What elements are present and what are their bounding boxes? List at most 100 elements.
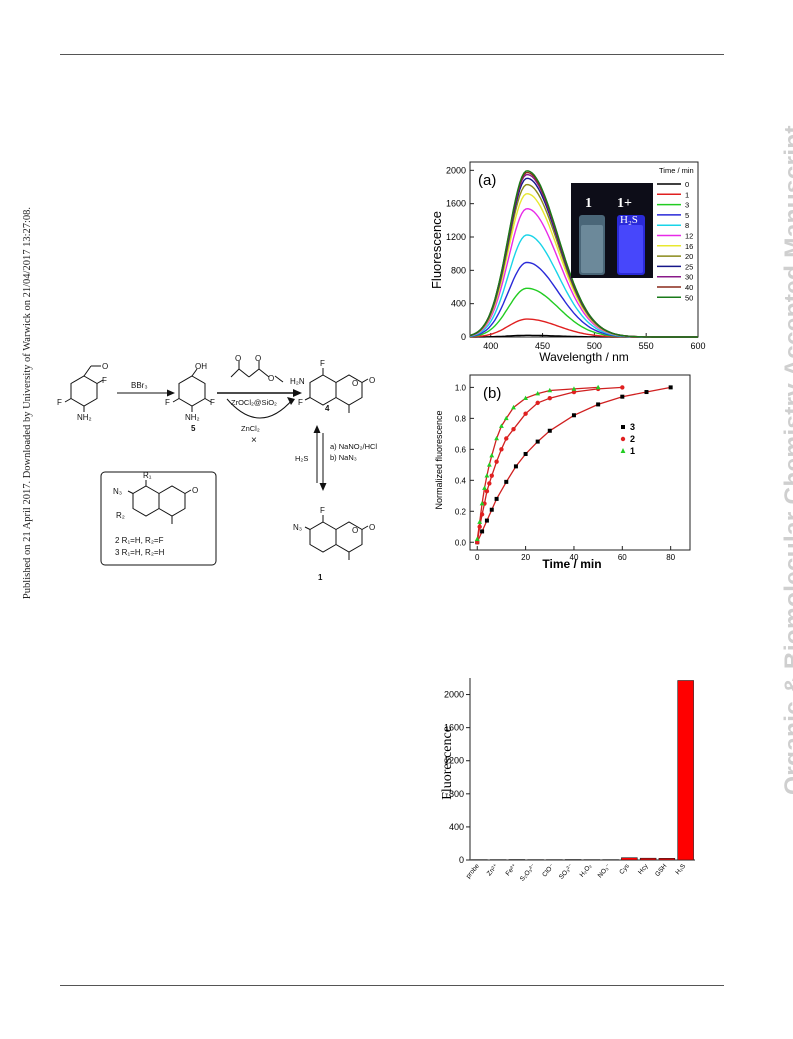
y-tick-label: 2000: [446, 165, 466, 175]
x-tick-label: H₂S: [674, 862, 687, 876]
data-point-triangle: [484, 473, 490, 478]
step-b: b) NaN₃: [330, 453, 357, 462]
step-a: a) NaNO₂/HCl: [330, 442, 377, 451]
plot-frame: [469, 374, 691, 551]
bar: [508, 859, 526, 861]
atom-f: F: [210, 398, 215, 407]
atom-f: F: [298, 398, 303, 407]
vial-label-left: 1: [585, 196, 592, 211]
bar: [658, 858, 676, 861]
fit-curve: [476, 386, 623, 543]
data-point-circle: [511, 427, 516, 432]
atom-o: O: [192, 486, 198, 495]
legend-marker: [621, 425, 625, 429]
bar: [621, 857, 638, 861]
vial-label-h2s: H₂S: [620, 214, 638, 226]
atom-nh2: NH₂: [185, 413, 200, 422]
x-tick-label: ClO⁻: [541, 862, 556, 878]
vial-label-right: 1+: [617, 196, 632, 211]
data-point-circle: [523, 411, 528, 416]
data-point-circle: [475, 540, 480, 545]
data-point-square: [494, 496, 499, 501]
y-tick-label: 0: [459, 855, 464, 865]
x-tick-label: 0: [475, 553, 480, 562]
x-tick-label: 40: [570, 553, 579, 562]
synthesis-scheme: F O NH₂ F BBr₃ F OH NH₂ F 5 O O O ZrOCl₂…: [57, 355, 377, 582]
atom-f: F: [165, 398, 170, 407]
bottom-rule: [60, 985, 724, 986]
kinetics-chart: 0 20 40 60 80 0.0 0.2 0.4 0.6 0.8 1.0 (b) Time / m…: [434, 374, 691, 570]
atom-o: O: [102, 362, 108, 371]
legend-label: 30: [685, 273, 693, 282]
y-tick-label: 1.0: [455, 383, 467, 392]
fit-curve: [476, 386, 671, 543]
legend-label: 1: [630, 446, 635, 456]
x-tick-label: S₂O₃²⁻: [519, 862, 538, 882]
data-point-square: [513, 464, 518, 469]
data-point-circle: [479, 512, 485, 517]
y-tick-label: 2000: [444, 690, 464, 700]
y-tick-label: 1600: [444, 723, 464, 733]
x-tick-label: GSH: [654, 863, 669, 879]
legend-label: 12: [685, 232, 693, 241]
x-tick-label: 450: [535, 341, 550, 351]
data-point-circle: [489, 473, 494, 478]
x-tick-label: Fe²⁺: [505, 862, 519, 877]
accepted-manuscript-watermark: Organic & Biomolecular Chemistry Accepte…: [780, 125, 793, 795]
legend-label: 50: [685, 293, 693, 302]
x-tick-label: NO₃⁻: [597, 862, 613, 879]
legend-label: 3: [630, 422, 635, 432]
legend-label: 2: [630, 434, 635, 444]
y-axis-label: Normalized fluorescence: [434, 410, 444, 509]
data-point-circle: [620, 385, 625, 390]
y-tick-label: 1200: [444, 756, 464, 766]
data-point-triangle: [535, 390, 541, 396]
data-point-circle: [494, 459, 499, 464]
data-point-triangle: [571, 386, 577, 391]
label-4: 4: [325, 404, 330, 413]
x-tick-label: 400: [483, 341, 498, 351]
x-axis-label: Wavelength / nm: [539, 350, 629, 364]
y-tick-label: 0.0: [455, 538, 467, 547]
data-point-circle: [499, 447, 504, 452]
data-point-square: [596, 402, 601, 407]
x-tick-label: 60: [618, 553, 627, 562]
panel-label-a: (a): [478, 172, 496, 189]
atom-o: O: [352, 379, 358, 388]
atom-h2n: H₂N: [290, 377, 305, 386]
data-point-triangle: [486, 462, 492, 467]
data-point-triangle: [494, 435, 499, 441]
publication-note: Published on 21 April 2017. Downloaded b…: [22, 206, 33, 600]
legend-label: 25: [685, 262, 693, 271]
data-point-circle: [535, 400, 540, 406]
data-point-square: [535, 439, 540, 444]
catalyst-zn: ZnCl₂: [241, 424, 260, 433]
data-point-triangle: [547, 387, 553, 393]
legend-label: 5: [685, 211, 689, 220]
data-point-square: [668, 385, 673, 390]
y-tick-label: 400: [451, 299, 466, 309]
y-tick-label: 800: [451, 265, 466, 275]
atom-n3: N₃: [293, 523, 302, 532]
atom-nh2: NH₂: [77, 413, 92, 422]
data-point-square: [547, 428, 552, 433]
data-point-circle: [571, 389, 577, 395]
x-tick-label: Cys: [618, 862, 631, 876]
data-point-square: [523, 451, 528, 456]
vial-photo-inset: 1 1+ H₂S: [571, 183, 653, 278]
y-tick-label: 800: [449, 789, 464, 799]
bar: [564, 859, 582, 861]
label-5: 5: [191, 424, 196, 433]
data-point-triangle: [503, 415, 509, 421]
data-point-square: [620, 394, 625, 399]
data-point-square: [484, 518, 489, 523]
spectrum-line: [469, 170, 698, 338]
x-tick-label: 550: [639, 341, 654, 351]
atom-oh: OH: [195, 362, 207, 371]
data-point-triangle: [482, 485, 487, 490]
data-point-circle: [477, 524, 482, 529]
data-point-square: [504, 479, 509, 484]
atom-o: O: [352, 526, 358, 535]
legend-label: 3: [685, 201, 689, 210]
